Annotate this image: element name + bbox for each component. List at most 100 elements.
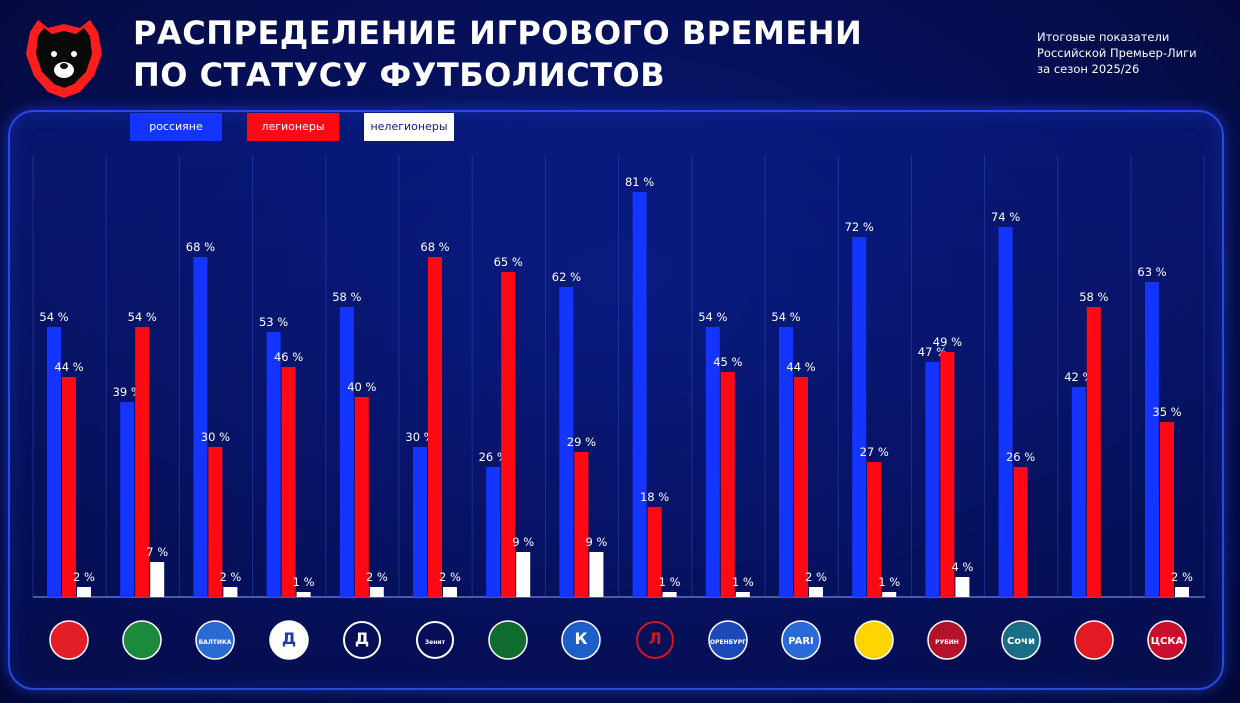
dynamo-mkh-logo-icon: Д <box>268 620 309 660</box>
bar-legionnaires <box>501 272 516 597</box>
data-label-legionnaires: 44 % <box>54 360 83 374</box>
svg-text:ЦСКА: ЦСКА <box>1151 636 1184 647</box>
svg-text:Л: Л <box>648 629 661 648</box>
data-label-russians: 81 % <box>625 175 654 189</box>
data-label-legionnaires: 26 % <box>1006 450 1035 464</box>
data-label-legionnaires: 29 % <box>567 435 596 449</box>
data-label-legionnaires: 30 % <box>201 430 230 444</box>
data-label-russians: 68 % <box>186 240 215 254</box>
bar-non-legionnaires <box>589 552 604 597</box>
bar-non-legionnaires <box>882 592 897 597</box>
bar-russians <box>559 287 574 597</box>
bar-non-legionnaires <box>150 562 165 597</box>
svg-text:Д: Д <box>281 629 295 648</box>
krylia-sovetov-logo-icon: К <box>561 620 602 660</box>
bar-legionnaires <box>62 377 76 597</box>
bar-non-legionnaires <box>735 592 750 597</box>
bar-russians <box>925 362 940 597</box>
data-label-russians: 54 % <box>698 310 727 324</box>
bar-legionnaires <box>135 327 150 597</box>
lokomotiv-logo-icon: Л <box>635 621 674 659</box>
bar-non-legionnaires <box>1175 587 1189 597</box>
data-label-russians: 62 % <box>552 270 581 284</box>
bar-russians <box>120 402 135 597</box>
data-label-non-legionnaires: 2 % <box>366 570 388 584</box>
data-label-legionnaires: 40 % <box>347 380 376 394</box>
sochi-logo-icon: Сочи <box>1000 620 1041 660</box>
data-label-russians: 42 % <box>1064 370 1093 384</box>
data-label-legionnaires: 27 % <box>860 445 889 459</box>
orenburg-logo-icon: ОРЕНБУРГ <box>708 620 748 660</box>
data-label-legionnaires: 68 % <box>420 240 449 254</box>
data-label-russians: 74 % <box>991 210 1020 224</box>
zenit-logo-icon: Зенит <box>416 621 454 659</box>
bar-legionnaires <box>647 507 662 597</box>
data-label-russians: 54 % <box>39 310 68 324</box>
bar-russians <box>486 467 501 597</box>
page-title: РАСПРЕДЕЛЕНИЕ ИГРОВОГО ВРЕМЕНИ ПО СТАТУС… <box>133 12 862 96</box>
data-label-legionnaires: 54 % <box>128 310 157 324</box>
bar-russians <box>1071 387 1086 597</box>
data-label-non-legionnaires: 2 % <box>219 570 241 584</box>
rpl-logo-icon <box>26 20 102 98</box>
rostov-logo-icon <box>854 620 894 660</box>
akron-logo-icon <box>49 620 89 660</box>
bar-legionnaires <box>354 397 369 597</box>
data-label-non-legionnaires: 9 % <box>512 535 534 549</box>
data-label-non-legionnaires: 1 % <box>659 575 681 589</box>
svg-text:Д: Д <box>355 629 369 648</box>
svg-text:ОРЕНБУРГ: ОРЕНБУРГ <box>710 639 746 646</box>
data-label-russians: 63 % <box>1137 265 1166 279</box>
data-label-non-legionnaires: 9 % <box>585 535 607 549</box>
data-label-non-legionnaires: 2 % <box>1171 570 1193 584</box>
bar-russians <box>852 237 867 597</box>
data-label-russians: 26 % <box>479 450 508 464</box>
bar-russians <box>632 192 647 597</box>
page-subtitle: Итоговые показатели Российской Премьер-Л… <box>1037 29 1197 77</box>
data-label-legionnaires: 45 % <box>713 355 742 369</box>
svg-text:РУБИН: РУБИН <box>936 639 960 646</box>
svg-text:К: К <box>575 629 588 648</box>
data-label-non-legionnaires: 2 % <box>439 570 461 584</box>
subtitle-line-1: Итоговые показатели <box>1037 30 1170 44</box>
bar-non-legionnaires <box>296 592 311 597</box>
data-label-russians: 47 % <box>918 345 947 359</box>
bar-russians <box>413 447 427 597</box>
bar-legionnaires <box>720 372 735 597</box>
baltika-logo-icon: БАЛТИКА <box>195 620 236 660</box>
bar-russians <box>779 327 793 597</box>
dynamo-moscow-logo-icon: Д <box>342 621 381 659</box>
svg-text:Зенит: Зенит <box>425 639 446 646</box>
data-label-non-legionnaires: 1 % <box>732 575 754 589</box>
svg-text:Сочи: Сочи <box>1007 636 1035 647</box>
krasnodar-logo-icon <box>488 620 528 660</box>
bar-legionnaires <box>1086 307 1101 597</box>
bar-russians <box>266 332 281 597</box>
subtitle-line-2: Российской Премьер-Лиги <box>1037 46 1197 60</box>
bar-legionnaires <box>867 462 882 597</box>
bar-russians <box>339 307 354 597</box>
data-label-legionnaires: 46 % <box>274 350 303 364</box>
data-label-legionnaires: 58 % <box>1079 290 1108 304</box>
legend-russians: россияне <box>130 113 222 141</box>
bar-legionnaires <box>428 257 442 597</box>
legend-non-legionnaires: нелегионеры <box>364 113 454 141</box>
bar-russians <box>705 327 720 597</box>
cska-logo-icon: ЦСКА <box>1147 620 1187 660</box>
title-line-1: РАСПРЕДЕЛЕНИЕ ИГРОВОГО ВРЕМЕНИ <box>133 14 863 52</box>
data-label-legionnaires: 44 % <box>786 360 815 374</box>
data-label-russians: 54 % <box>771 310 800 324</box>
akhmat-logo-icon <box>122 620 162 660</box>
data-label-russians: 39 % <box>113 385 142 399</box>
bar-legionnaires <box>574 452 589 597</box>
data-label-non-legionnaires: 2 % <box>805 570 827 584</box>
rubin-logo-icon: РУБИН <box>927 620 968 660</box>
bar-legionnaires <box>281 367 296 597</box>
data-label-legionnaires: 65 % <box>494 255 523 269</box>
bar-legionnaires <box>1160 422 1174 597</box>
legend-legionnaires: легионеры <box>247 113 339 141</box>
bar-non-legionnaires <box>77 587 91 597</box>
data-label-non-legionnaires: 2 % <box>73 570 95 584</box>
bar-russians <box>193 257 208 597</box>
